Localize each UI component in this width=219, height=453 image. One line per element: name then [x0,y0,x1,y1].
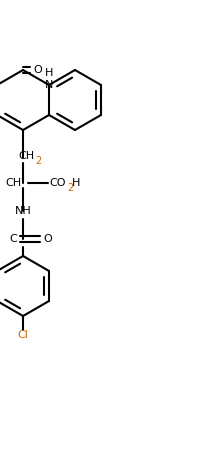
Text: C: C [9,234,17,244]
Text: CO: CO [50,178,66,188]
Text: CH: CH [5,178,21,188]
Text: H: H [45,68,53,78]
Text: 2: 2 [67,183,73,193]
Text: O: O [44,234,52,244]
Text: CH: CH [18,151,34,161]
Text: N: N [45,80,53,90]
Text: O: O [34,65,42,75]
Text: NH: NH [15,206,31,216]
Text: H: H [72,178,80,188]
Text: Cl: Cl [18,330,28,340]
Text: 2: 2 [35,156,41,166]
